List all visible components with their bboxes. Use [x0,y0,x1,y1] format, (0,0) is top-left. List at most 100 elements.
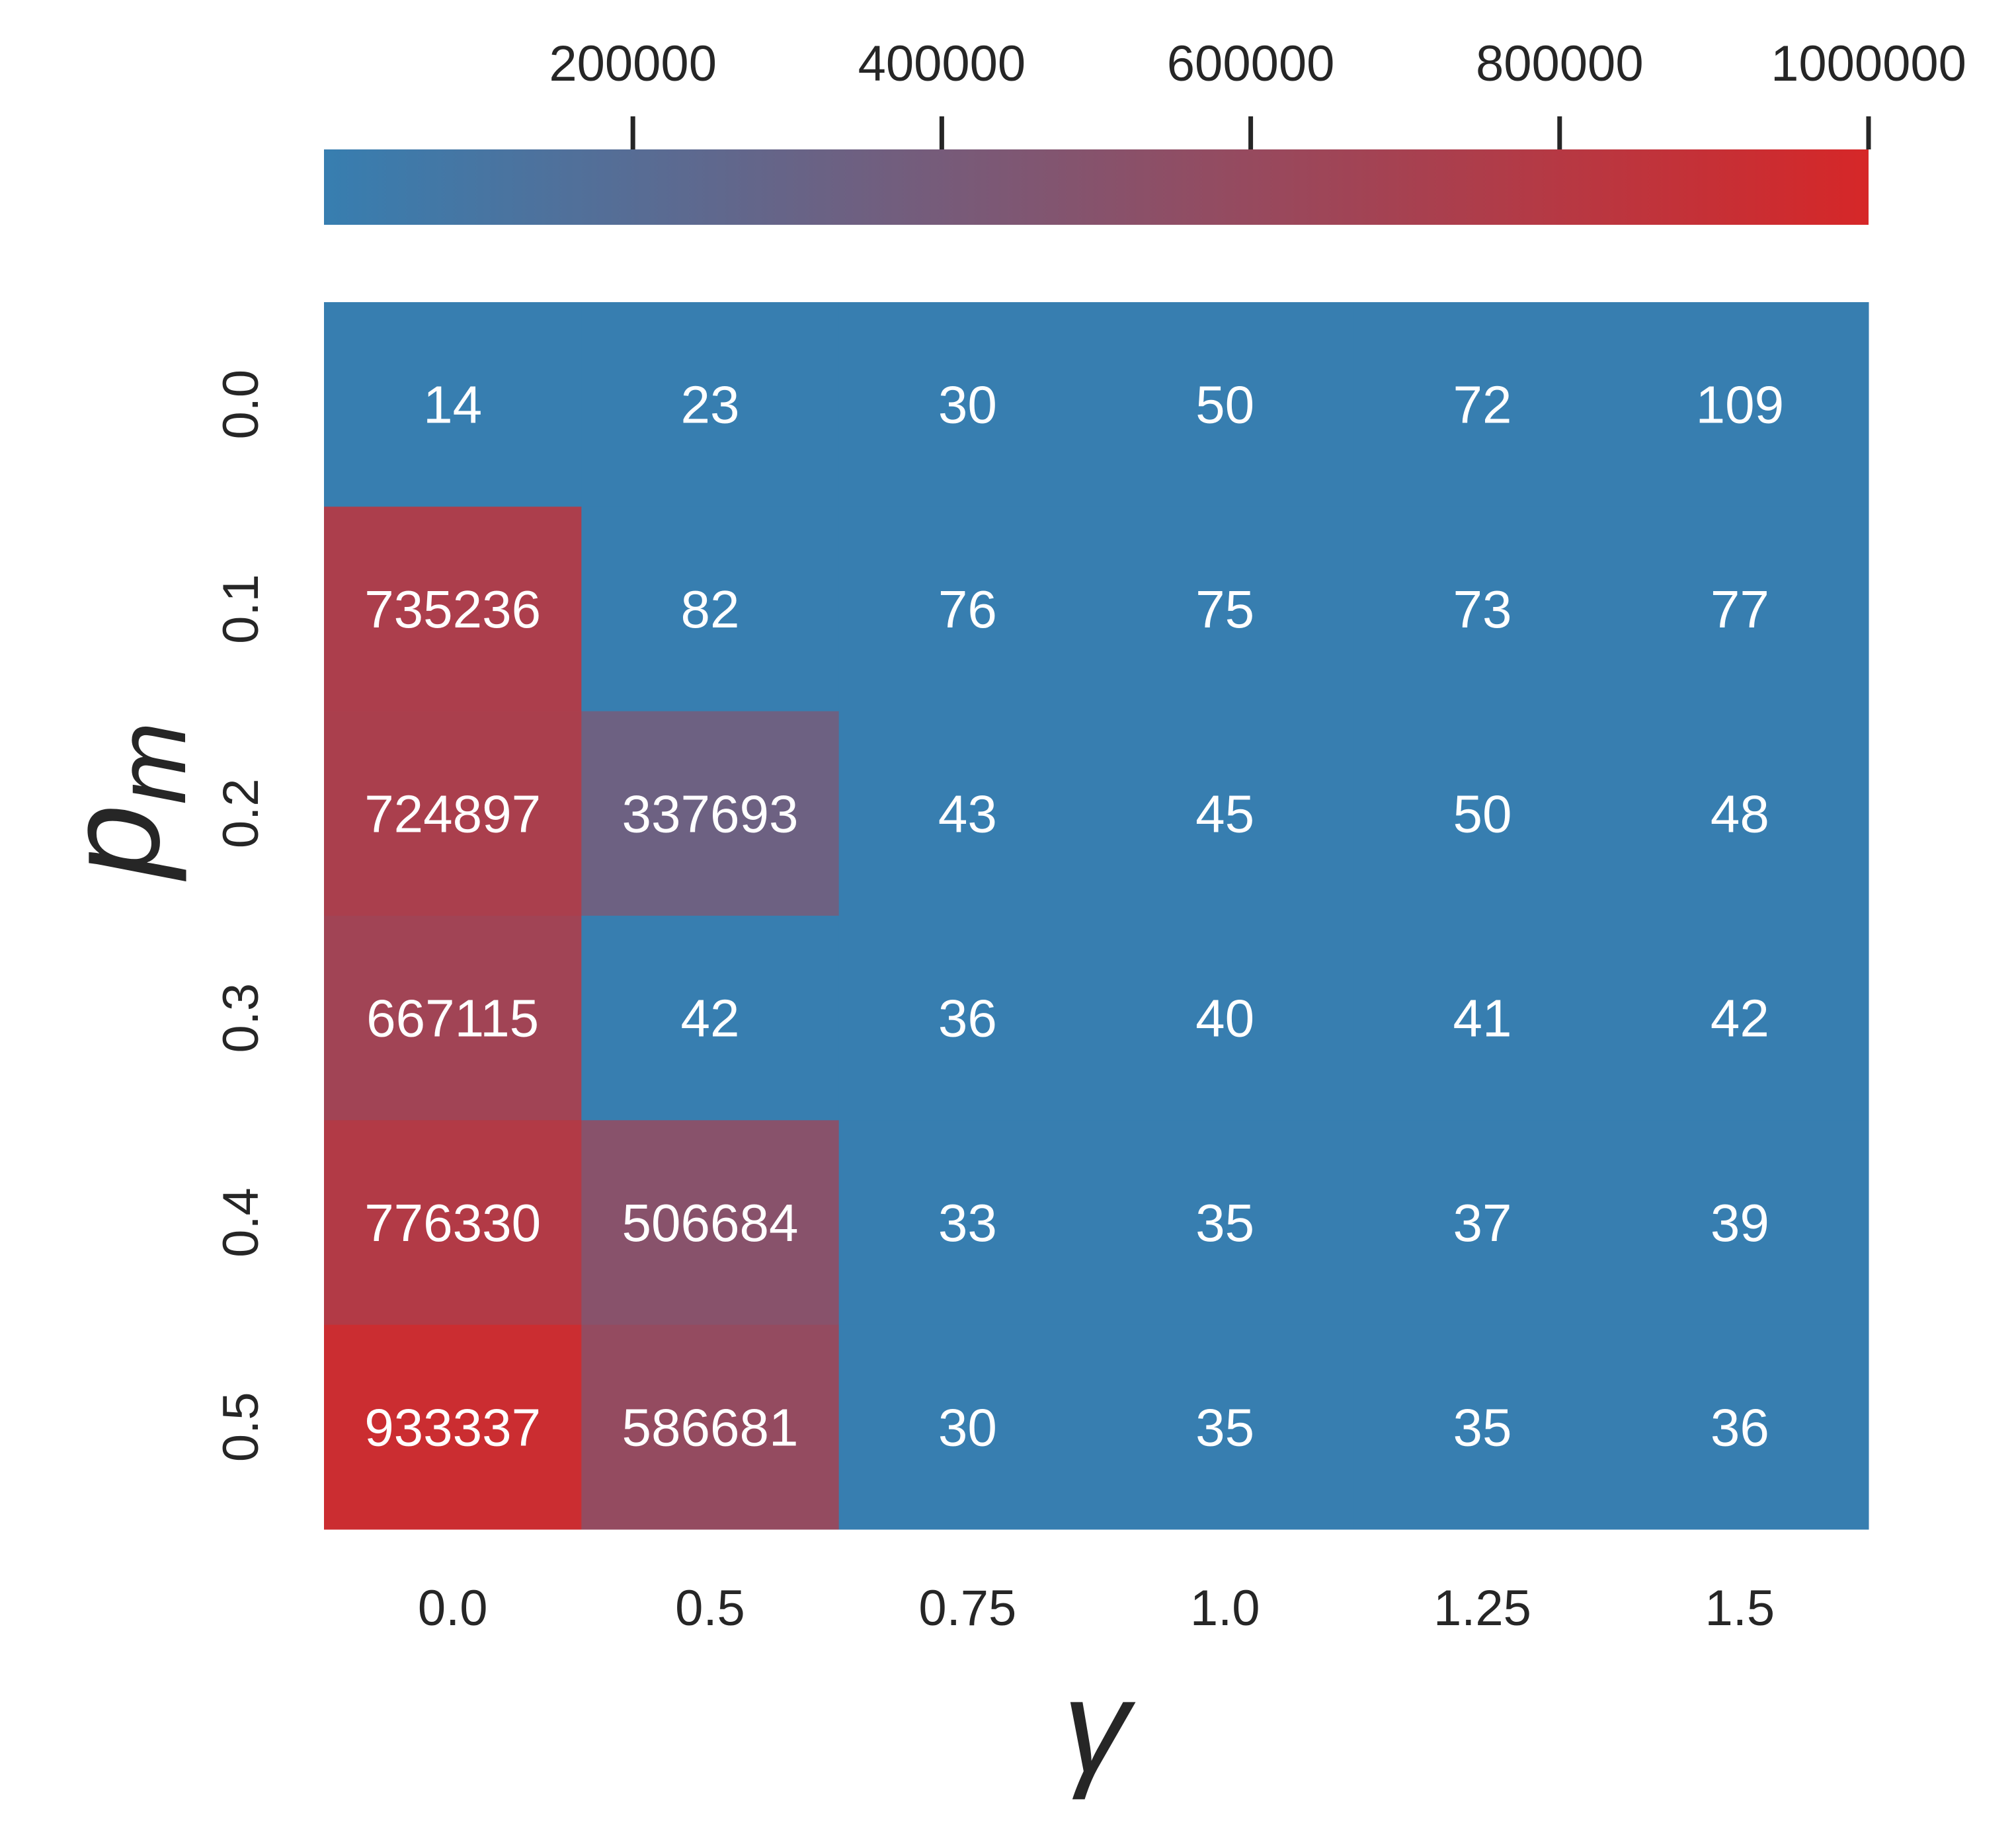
heatmap-cell-label: 23 [681,376,740,434]
heatmap-cell [1353,711,1612,916]
heatmap-cell [1353,1120,1612,1326]
x-tick-label: 1.25 [1433,1580,1531,1636]
y-axis-title-subscript: m [95,722,206,805]
x-axis-title: γ [1063,1653,1136,1800]
heatmap-cell [581,916,840,1121]
heatmap-cell [1096,302,1354,507]
x-tick-label: 1.0 [1190,1580,1260,1636]
heatmap-cell [1611,916,1869,1121]
heatmap-cell-label: 36 [938,989,997,1048]
heatmap-cell-label: 48 [1711,784,1769,843]
heatmap-cell-label: 776330 [364,1193,541,1252]
heatmap-cell-label: 45 [1195,784,1254,843]
heatmap-cell-label: 42 [1711,989,1769,1048]
x-tick-label: 1.5 [1705,1580,1775,1636]
heatmap-cell [1353,1324,1612,1530]
y-tick-label: 0.2 [213,779,269,849]
heatmap-cell [838,916,1097,1121]
heatmap-cells [324,302,1869,1530]
x-tick-label: 0.5 [675,1580,745,1636]
colorbar-tick-label: 800000 [1476,36,1644,92]
heatmap-cell-label: 36 [1711,1398,1769,1457]
heatmap-cell-label: 14 [423,376,482,434]
heatmap-cell [1096,1324,1354,1530]
heatmap-cell [581,1324,840,1530]
heatmap-cell-label: 37 [1453,1193,1512,1252]
y-axis-title: pm [40,722,206,881]
x-tick-label: 0.0 [418,1580,488,1636]
heatmap-cell [1611,506,1869,712]
heatmap-cell [324,1120,582,1326]
heatmap-cell [324,506,582,712]
heatmap-cell-label: 76 [938,580,997,639]
heatmap-cell-label: 73 [1453,580,1512,639]
colorbar-gradient-bar [324,149,1869,225]
heatmap-cell [838,1324,1097,1530]
heatmap-cell-label: 30 [938,1398,997,1457]
heatmap-cell [581,1120,840,1326]
heatmap-cell-label: 77 [1711,580,1769,639]
heatmap-cell [581,506,840,712]
heatmap-cell [1096,1120,1354,1326]
heatmap-cell-label: 35 [1195,1193,1254,1252]
heatmap-cell-label: 735236 [364,580,541,639]
heatmap-cell-label: 75 [1195,580,1254,639]
heatmap-cell [1353,506,1612,712]
heatmap-cell-label: 43 [938,784,997,843]
x-tick-label: 0.75 [918,1580,1016,1636]
heatmap-cell-label: 41 [1453,989,1512,1048]
heatmap-cell-label: 39 [1711,1193,1769,1252]
heatmap-cell-label: 33 [938,1193,997,1252]
heatmap-cell-label: 50 [1195,376,1254,434]
heatmap-cell [1611,711,1869,916]
heatmap-cell-label: 82 [681,580,740,639]
heatmap-cell-label: 72 [1453,376,1512,434]
heatmap-cell-label: 586681 [622,1398,799,1457]
heatmap-cell [581,302,840,507]
colorbar-tick-label: 600000 [1167,36,1335,92]
heatmap-cell-labels: 14 23 30 50 72 109 735236 82 76 75 73 77 724897 33769… [364,376,1784,1457]
heatmap-cell [838,302,1097,507]
heatmap-cell [1611,302,1869,507]
heatmap-cell-label: 933337 [364,1398,541,1457]
heatmap-cell-label: 35 [1195,1398,1254,1457]
y-axis-ticks: 0.0 0.1 0.2 0.3 0.4 0.5 [213,370,269,1462]
heatmap-cell [1353,302,1612,507]
y-tick-label: 0.0 [213,370,269,440]
heatmap-cell [324,302,582,507]
y-tick-label: 0.4 [213,1187,269,1258]
y-axis-title-base: p [40,805,187,881]
heatmap-cell [1353,916,1612,1121]
heatmap-cell-label: 724897 [364,784,541,843]
heatmap-cell [1611,1324,1869,1530]
heatmap-cell [838,711,1097,916]
heatmap-cell [324,1324,582,1530]
heatmap-cell-label: 109 [1696,376,1784,434]
heatmap-cell-label: 667115 [366,989,539,1048]
colorbar: 200000 400000 600000 800000 1000000 [324,36,1966,225]
y-tick-label: 0.1 [213,574,269,644]
heatmap-cell [838,506,1097,712]
y-tick-label: 0.5 [213,1392,269,1463]
y-tick-label: 0.3 [213,983,269,1053]
heatmap-cell [1096,506,1354,712]
heatmap-cell [838,1120,1097,1326]
heatmap-cell [1096,916,1354,1121]
heatmap-cell-label: 50 [1453,784,1512,843]
colorbar-tick-label: 200000 [549,36,717,92]
heatmap-cell [1611,1120,1869,1326]
heatmap-cell-label: 40 [1195,989,1254,1048]
heatmap-cell-label: 337693 [622,784,799,843]
colorbar-ticks: 200000 400000 600000 800000 1000000 [549,36,1966,149]
colorbar-tick-label: 400000 [858,36,1026,92]
x-axis-ticks: 0.0 0.5 0.75 1.0 1.25 1.5 [418,1580,1775,1636]
heatmap-cell [324,711,582,916]
heatmap-cell [1096,711,1354,916]
heatmap-cell [324,916,582,1121]
heatmap-cell [581,711,840,916]
heatmap-cell-label: 35 [1453,1398,1512,1457]
colorbar-tick-label: 1000000 [1771,36,1966,92]
heatmap-cell-label: 42 [681,989,740,1048]
heatmap-cell-label: 506684 [622,1193,799,1252]
